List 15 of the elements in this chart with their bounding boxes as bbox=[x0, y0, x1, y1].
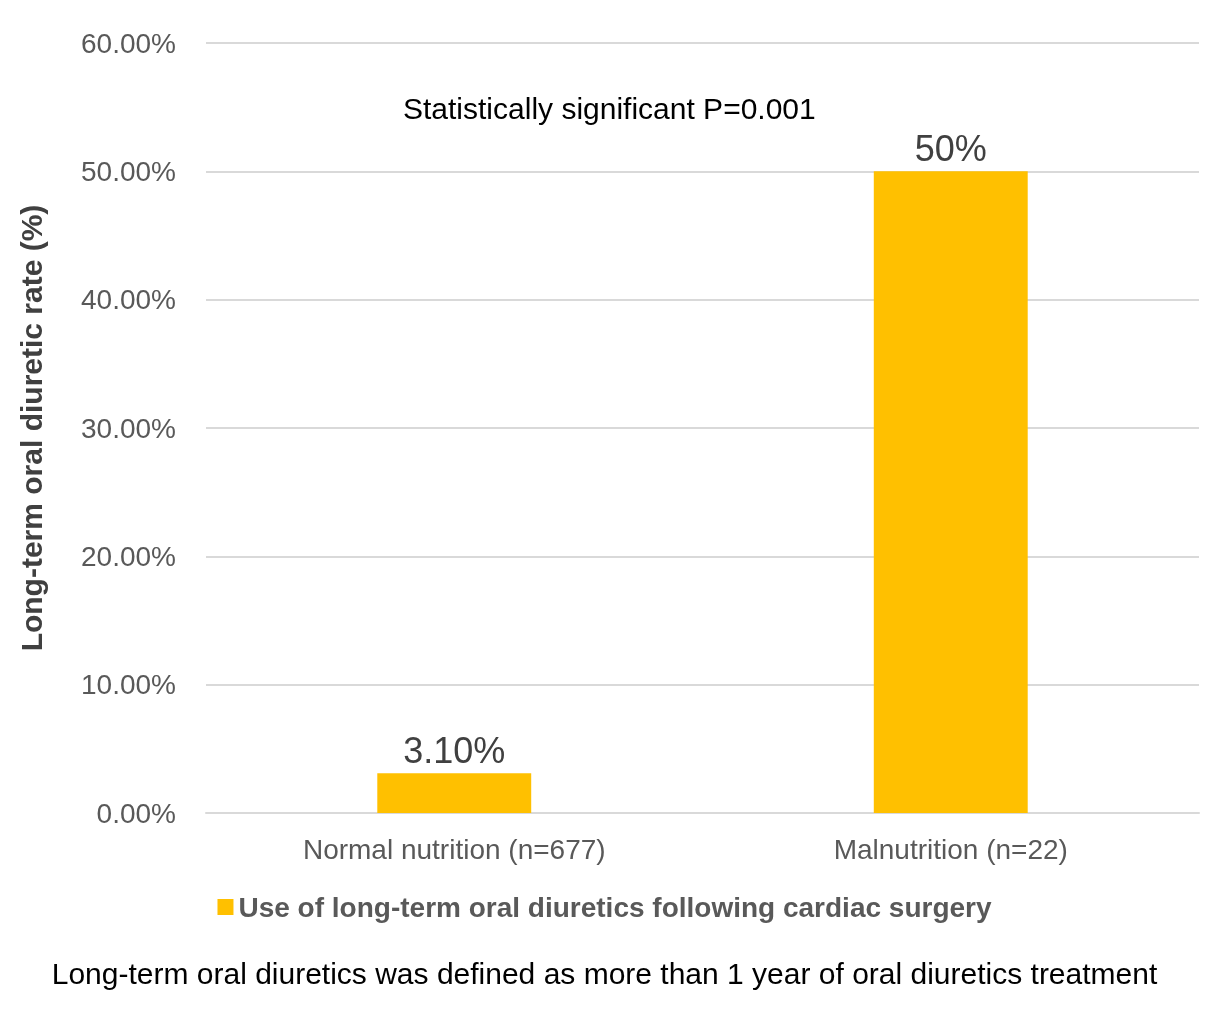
text: Long-term oral diuretics was defined as more than 1 year of oral diuretics treatment bbox=[51, 956, 1158, 990]
data-label: 50% bbox=[914, 127, 987, 169]
y-tick-label: 30.00% bbox=[81, 412, 176, 444]
x-tick-label: Malnutrition (n=22) bbox=[833, 833, 1068, 865]
y-tick-label: 0.00% bbox=[96, 797, 176, 829]
y-tick-label: 10.00% bbox=[81, 669, 176, 701]
x-tick-label: Normal nutrition (n=677) bbox=[302, 833, 606, 865]
y-tick-label: 60.00% bbox=[81, 27, 176, 59]
annotation: Statistically significant P=0.001 bbox=[403, 91, 816, 125]
y-tick-label: 40.00% bbox=[81, 284, 176, 316]
y-axis-title: Long-term oral diuretic rate (%) bbox=[14, 204, 48, 652]
data-label: 3.10% bbox=[403, 729, 506, 771]
legend-label: Use of long-term oral diuretics following cardiac surgery bbox=[238, 891, 992, 923]
y-tick-label: 20.00% bbox=[81, 540, 176, 572]
y-tick-label: 50.00% bbox=[81, 155, 176, 187]
